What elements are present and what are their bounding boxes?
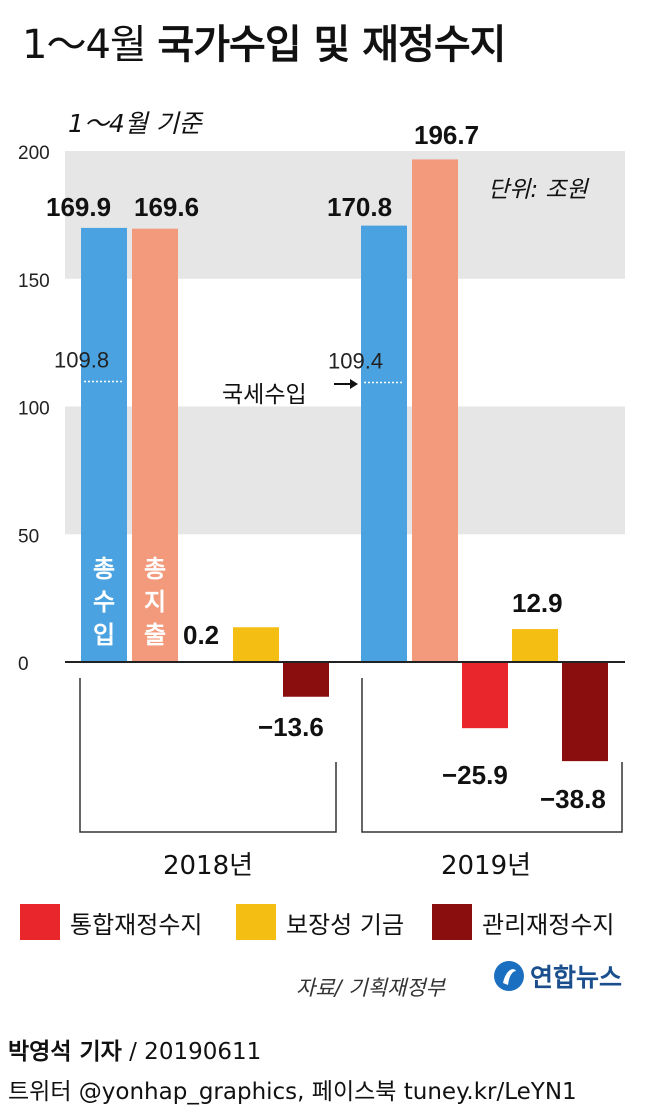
value-label-4-0: −13.6 — [258, 712, 324, 742]
bar-3-1 — [512, 629, 558, 662]
bar-4-0 — [283, 662, 329, 697]
bar-1-0 — [132, 228, 178, 662]
inbar-label-1-0: 총 — [144, 555, 166, 583]
bar-1-1 — [412, 159, 458, 662]
title-main: 국가수입 및 재정수지 — [157, 22, 506, 68]
logo-text: 연합뉴스 — [530, 963, 623, 992]
legend-swatch-security — [236, 904, 276, 940]
chart-title: 1～4월 국가수입 및 재정수지 — [22, 12, 506, 70]
byline: 박영석 기자 / 20190611 — [8, 1032, 261, 1066]
basis-note: 1～4월 기준 — [68, 109, 202, 138]
legend-label-security: 보장성 기금 — [286, 910, 405, 939]
legend-swatch-managed — [432, 904, 472, 940]
logo: 연합뉴스 — [492, 958, 622, 994]
group-bracket-0 — [79, 678, 337, 833]
bar-2-1 — [462, 662, 508, 729]
y-tick-label: 150 — [18, 271, 50, 292]
value-label-4-1: −38.8 — [540, 784, 606, 814]
inbar-label-0-0: 총 — [93, 555, 115, 583]
byline-date: / 20190611 — [129, 1039, 262, 1065]
legend-item-security: 보장성 기금 — [236, 904, 404, 940]
value-label-2-1: −25.9 — [442, 760, 508, 790]
reporter: 박영석 기자 — [8, 1039, 122, 1065]
inbar-label-0-2: 입 — [93, 621, 115, 649]
unit-note: 단위: 조원 — [488, 177, 588, 203]
social-links: 트위터 @yonhap_graphics, 페이스북 tuney.kr/LeYN… — [8, 1079, 577, 1105]
legend-item-managed: 관리재정수지 — [432, 904, 614, 940]
national-tax-label: 국세수입 — [222, 382, 307, 408]
chart: 200 150 100 50 0 169.9 170.8 169.6 196.7 0.2 −25.9… — [18, 120, 625, 881]
value-label-1-1: 196.7 — [414, 120, 479, 150]
category-label-1: 2019년 — [441, 851, 531, 881]
y-tick-label: 0 — [18, 654, 29, 675]
value-label-1-0: 169.6 — [134, 192, 199, 222]
legend-item-integrated: 통합재정수지 — [20, 904, 202, 940]
national-tax-value-1: 109.4 — [328, 348, 383, 373]
y-tick-label: 200 — [18, 143, 50, 164]
inbar-label-1-1: 지 — [144, 588, 166, 616]
bar-0-1 — [361, 225, 407, 662]
yonhap-logo-icon — [494, 961, 524, 991]
bar-0-0 — [81, 227, 127, 662]
group-bracket-1 — [361, 678, 623, 833]
source-note: 자료/ 기획재정부 — [296, 976, 445, 1000]
legend-swatch-integrated — [20, 904, 60, 940]
y-tick-label: 100 — [18, 399, 50, 420]
bar-3-0 — [233, 627, 279, 662]
national-tax-value-0: 109.8 — [54, 347, 109, 372]
category-label-0: 2018년 — [163, 851, 253, 881]
title-period: 1～4월 — [22, 22, 147, 68]
value-label-0-0: 169.9 — [46, 192, 111, 222]
value-label-2-0: 0.2 — [183, 620, 219, 650]
y-tick-label: 50 — [18, 526, 39, 547]
inbar-label-1-2: 출 — [144, 621, 166, 649]
national-tax-arrow-head — [350, 379, 358, 389]
inbar-label-0-1: 수 — [93, 588, 115, 616]
legend-label-managed: 관리재정수지 — [482, 910, 615, 939]
bar-4-1 — [562, 662, 608, 762]
value-label-3-1: 12.9 — [512, 588, 563, 618]
value-label-0-1: 170.8 — [327, 192, 392, 222]
legend-label-integrated: 통합재정수지 — [70, 910, 203, 939]
